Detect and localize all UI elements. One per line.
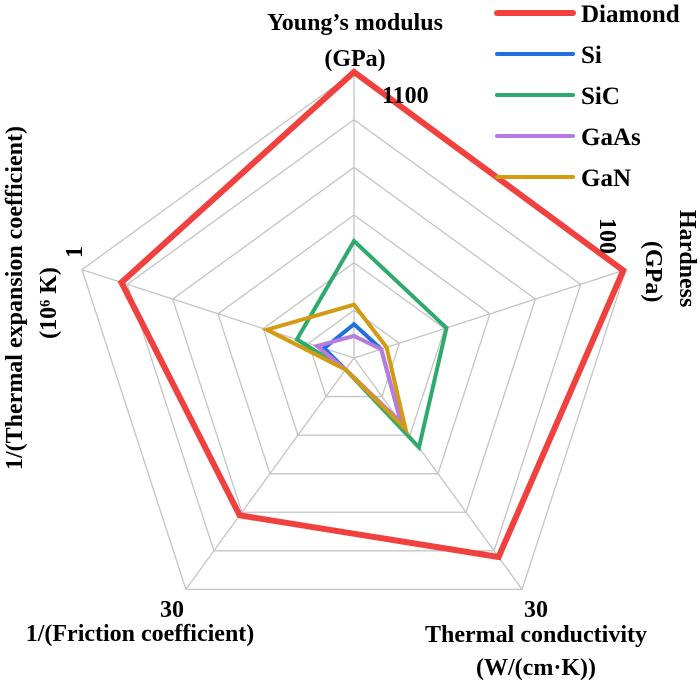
series-group <box>117 68 627 561</box>
axis-max-friction: 30 <box>160 597 184 623</box>
axis-spoke-4 <box>81 269 355 359</box>
legend-label-gan: GaN <box>581 165 631 192</box>
axis-max-thermal-expansion: 1 <box>62 246 88 258</box>
axis-label-thermal-conductivity-unit: (W/(cm·K)) <box>476 655 596 681</box>
legend: Diamond Si SiC GaAs GaN <box>494 1 680 192</box>
grid <box>81 71 627 591</box>
grid-ring-3 <box>217 214 491 475</box>
axis-label-friction: 1/(Friction coefficient) <box>26 621 255 647</box>
legend-label-sic: SiC <box>581 83 620 110</box>
axis-label-thermal-expansion-unit: (10⁶ K) <box>36 267 62 339</box>
axis-spoke-3 <box>185 357 355 590</box>
grid-ring-4 <box>171 166 537 513</box>
grid-ring-2 <box>262 261 446 436</box>
axis-label-thermal-expansion: 1/(Thermal expansion coefficient) <box>2 126 28 470</box>
axis-label-thermal-conductivity: Thermal conductivity <box>425 622 647 648</box>
axis-label-hardness-unit: (GPa) <box>640 241 666 302</box>
grid-ring-5 <box>126 118 582 552</box>
grid-ring-1 <box>307 309 401 398</box>
series-diamond <box>117 68 627 561</box>
legend-label-si: Si <box>581 42 602 69</box>
axis-label-hardness: Hardness <box>674 210 700 307</box>
legend-label-gaas: GaAs <box>581 124 641 151</box>
legend-label-diamond: Diamond <box>581 1 680 28</box>
axis-max-young-modulus: 1100 <box>382 83 429 109</box>
series-gan <box>261 302 410 436</box>
axis-labels: Young’s modulus (GPa) 1100 Hardness (GPa) 100… <box>2 10 700 681</box>
axis-label-young-modulus-unit: (GPa) <box>324 46 385 72</box>
axis-label-young-modulus: Young’s modulus <box>267 10 443 36</box>
axis-spoke-1 <box>353 269 627 359</box>
axis-spoke-2 <box>353 357 523 590</box>
axis-max-hardness: 100 <box>594 218 620 254</box>
axis-max-thermal-conductivity: 30 <box>524 597 548 623</box>
